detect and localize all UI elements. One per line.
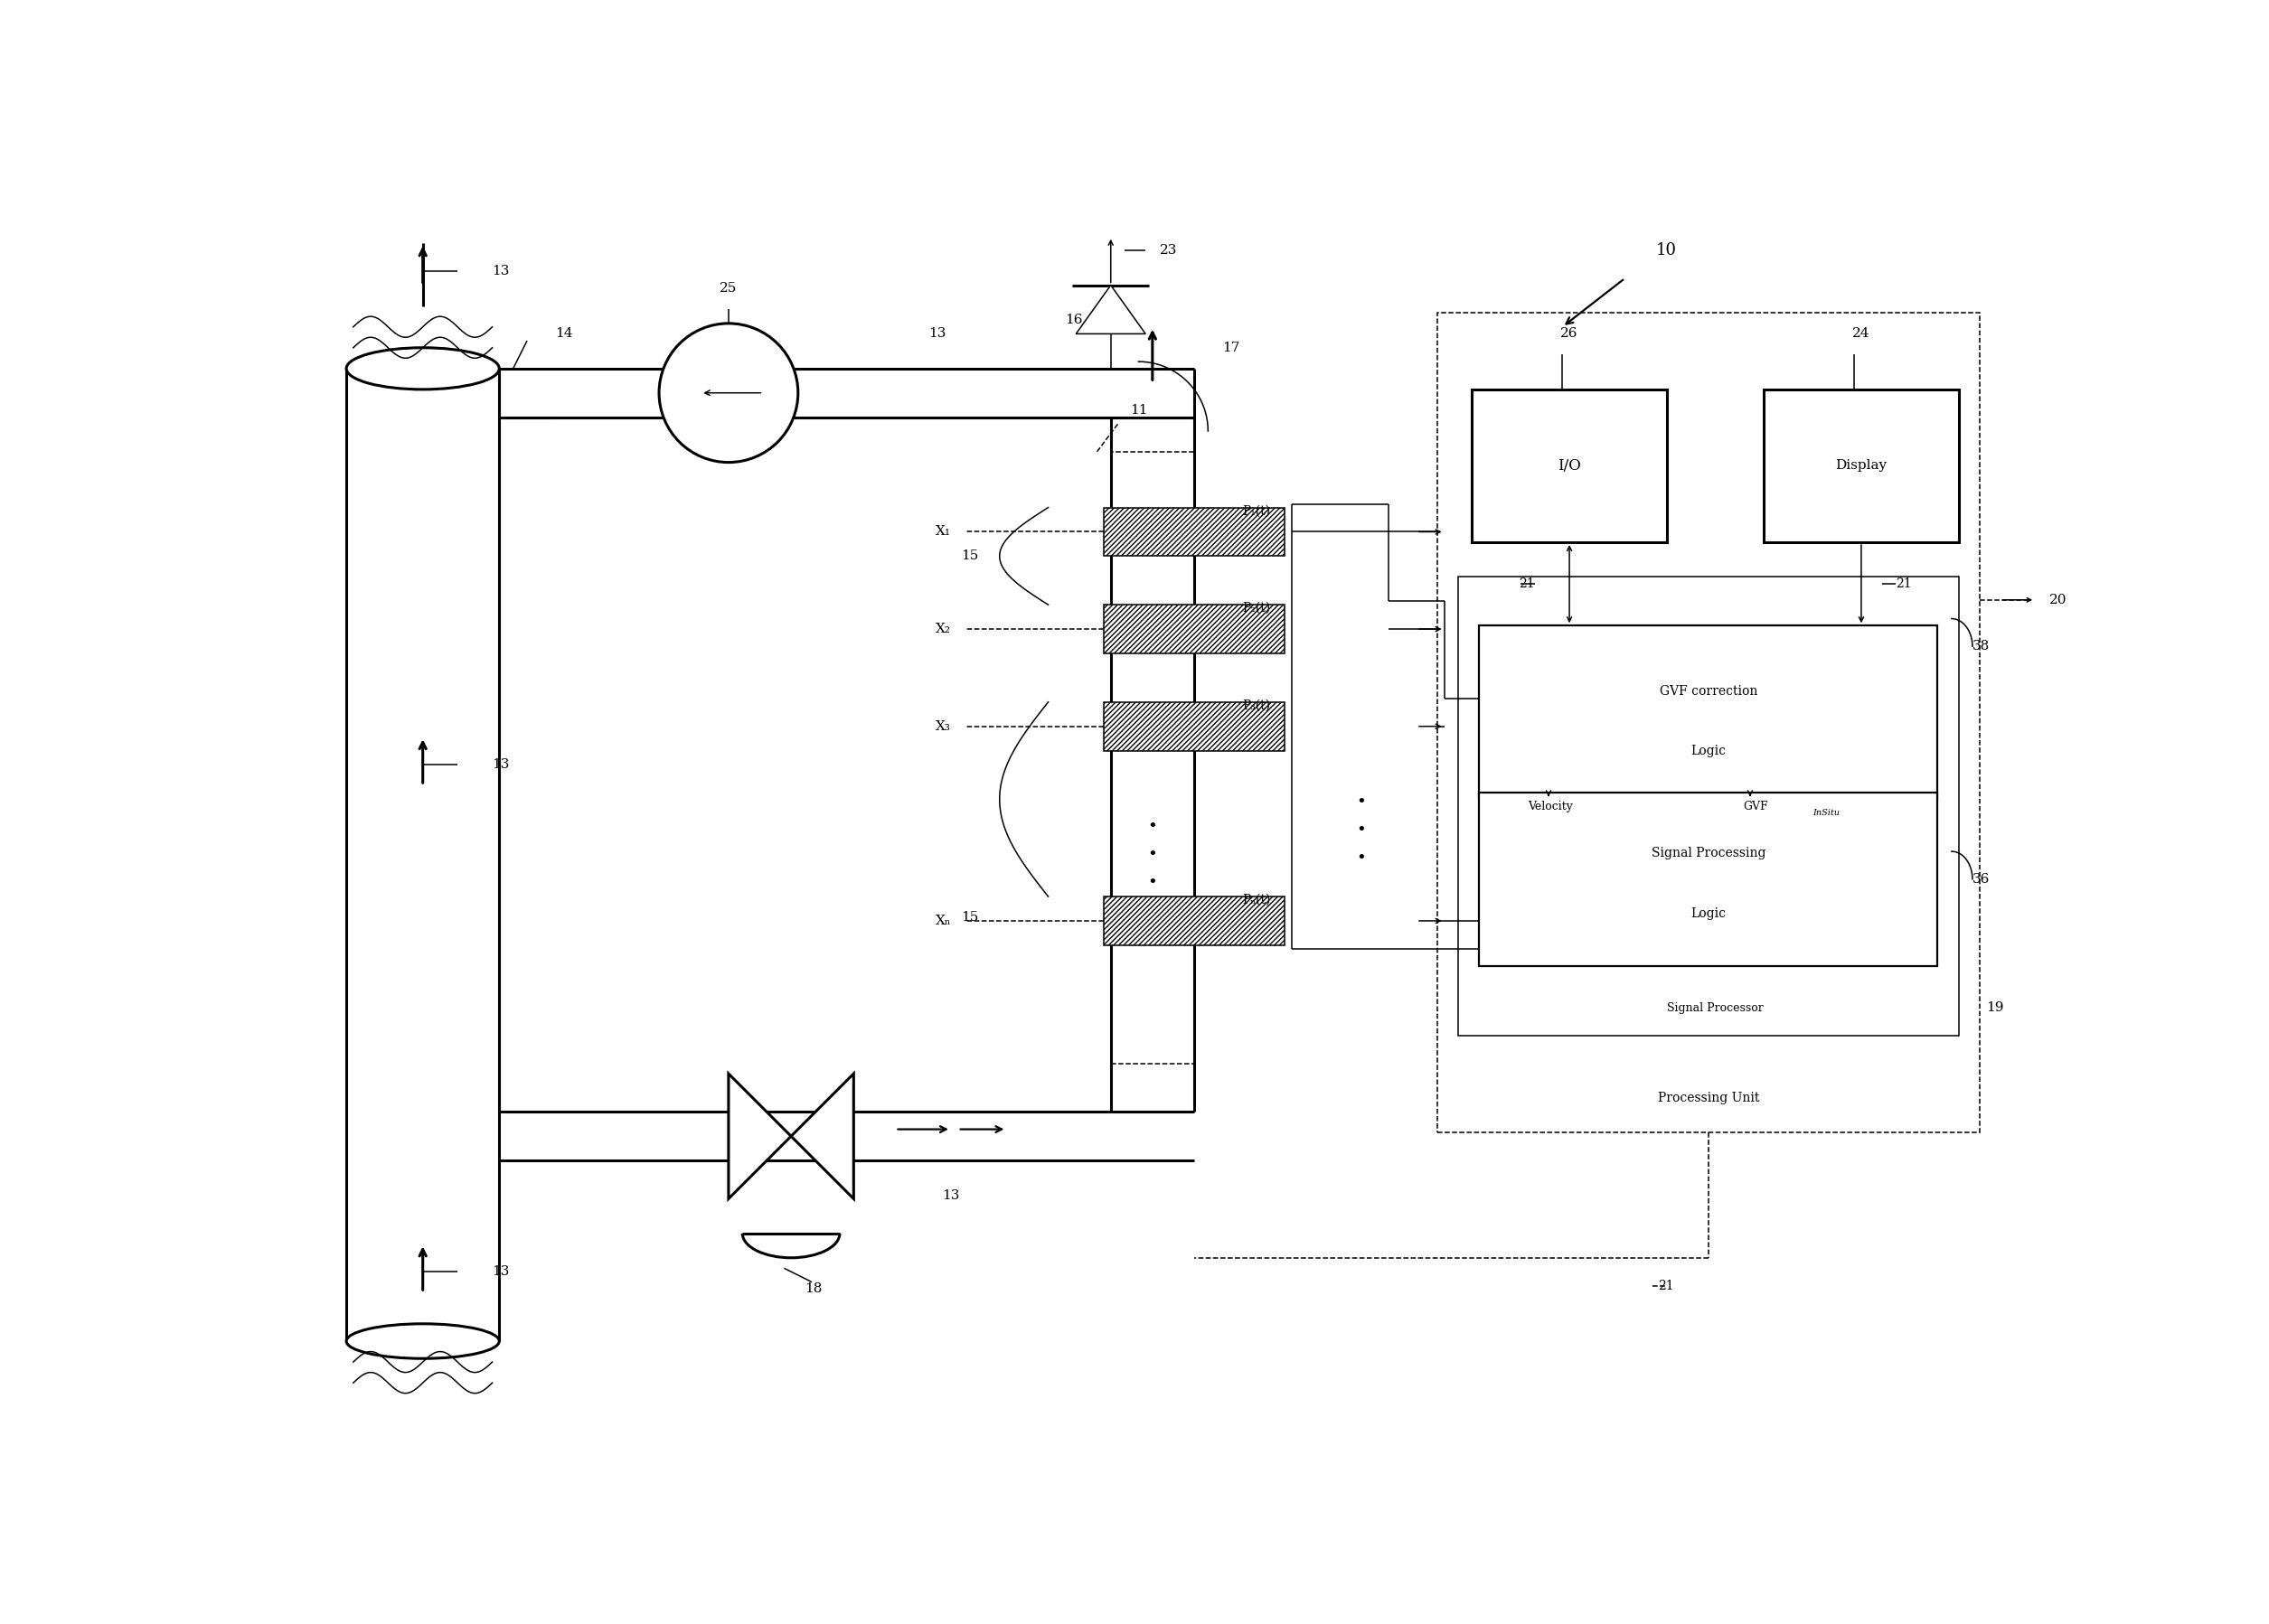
- Text: 26: 26: [1561, 328, 1579, 339]
- Text: 13: 13: [492, 758, 511, 771]
- Text: •: •: [1148, 818, 1157, 835]
- Text: 21: 21: [1659, 1280, 1675, 1293]
- Text: •: •: [1357, 794, 1366, 810]
- Bar: [1473, 390, 1668, 542]
- Text: 15: 15: [962, 911, 978, 924]
- Polygon shape: [1076, 286, 1146, 335]
- Text: 18: 18: [805, 1283, 821, 1296]
- Text: 20: 20: [2049, 593, 2067, 606]
- Text: Signal Processing: Signal Processing: [1652, 846, 1765, 859]
- Text: 24: 24: [1852, 328, 1870, 339]
- Text: •: •: [1357, 822, 1366, 838]
- Text: 13: 13: [928, 328, 946, 339]
- Text: Signal Processor: Signal Processor: [1668, 1002, 1763, 1013]
- Text: Xₙ: Xₙ: [935, 914, 951, 927]
- Text: GVF correction: GVF correction: [1659, 685, 1758, 698]
- Text: 23: 23: [1159, 244, 1178, 257]
- Text: Pₙ(t): Pₙ(t): [1241, 893, 1271, 906]
- Text: P₃(t): P₃(t): [1243, 700, 1271, 711]
- Text: 38: 38: [1972, 640, 1990, 653]
- Bar: [1103, 604, 1284, 653]
- Bar: [1436, 313, 1979, 1134]
- Bar: [1103, 507, 1284, 555]
- Text: X₃: X₃: [935, 719, 951, 732]
- Text: 13: 13: [492, 265, 511, 278]
- Text: 11: 11: [1130, 404, 1148, 417]
- Text: 10: 10: [1656, 242, 1677, 258]
- Bar: [1763, 390, 1958, 542]
- Text: P₁(t): P₁(t): [1243, 505, 1271, 518]
- Text: 16: 16: [1066, 313, 1082, 326]
- Text: 36: 36: [1972, 872, 1990, 885]
- Text: Logic: Logic: [1690, 744, 1727, 757]
- Text: X₂: X₂: [935, 622, 951, 635]
- Circle shape: [658, 323, 799, 463]
- Text: 21: 21: [1518, 578, 1534, 590]
- Bar: [1103, 702, 1284, 750]
- Text: P₂(t): P₂(t): [1243, 603, 1271, 614]
- Polygon shape: [728, 1073, 792, 1199]
- Text: Display: Display: [1836, 460, 1888, 473]
- Ellipse shape: [347, 1324, 499, 1359]
- Text: 19: 19: [1985, 1002, 2004, 1013]
- Polygon shape: [792, 1073, 853, 1199]
- Text: GVF: GVF: [1743, 801, 1768, 812]
- Text: I/O: I/O: [1559, 458, 1581, 474]
- Text: 14: 14: [556, 328, 572, 339]
- Bar: [1103, 896, 1284, 945]
- Text: 17: 17: [1223, 341, 1239, 354]
- Text: 25: 25: [719, 283, 737, 296]
- Text: 15: 15: [962, 551, 978, 562]
- Text: X₁: X₁: [935, 526, 951, 538]
- Bar: [1479, 793, 1938, 966]
- Text: •: •: [1357, 851, 1366, 867]
- Text: 21: 21: [1897, 578, 1913, 590]
- Bar: [1479, 625, 1938, 799]
- Bar: [1459, 577, 1958, 1036]
- Text: •: •: [1148, 846, 1157, 862]
- Text: Logic: Logic: [1690, 908, 1727, 921]
- Text: InSitu: InSitu: [1813, 809, 1840, 817]
- Text: 13: 13: [942, 1189, 960, 1202]
- Bar: [1112, 451, 1193, 1064]
- Text: Velocity: Velocity: [1527, 801, 1572, 812]
- Text: Processing Unit: Processing Unit: [1659, 1091, 1758, 1104]
- Text: •: •: [1148, 874, 1157, 892]
- Ellipse shape: [347, 348, 499, 390]
- Text: 13: 13: [492, 1265, 511, 1278]
